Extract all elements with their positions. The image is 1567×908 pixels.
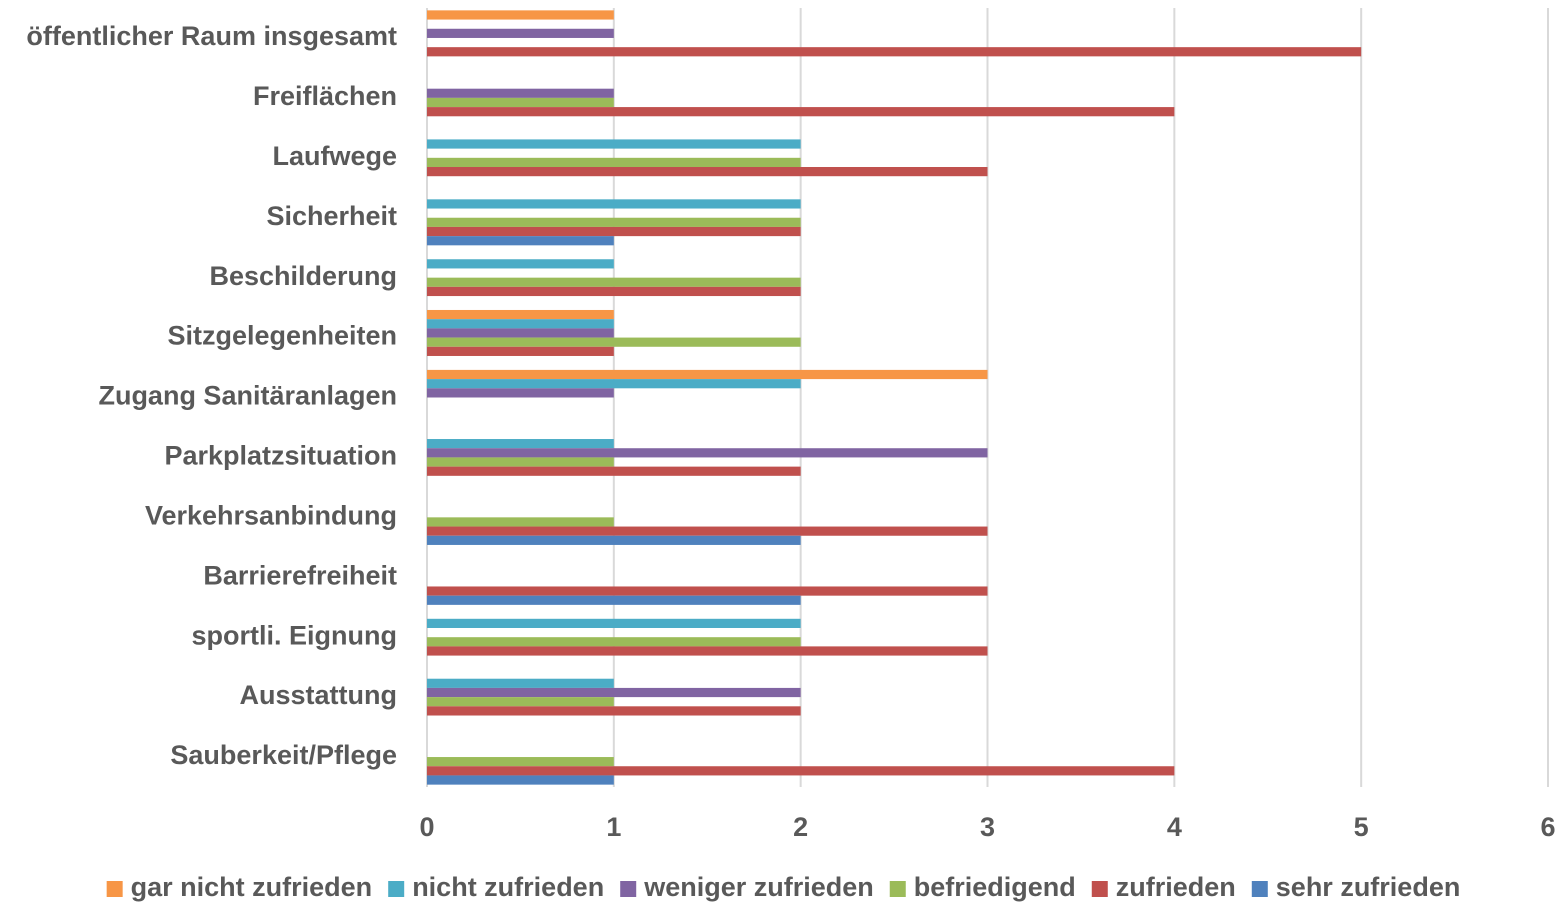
x-tick-label: 3 [980, 812, 995, 842]
legend-label: nicht zufrieden [412, 872, 604, 902]
bar-12-3 [427, 687, 801, 698]
legend-swatch [388, 881, 405, 897]
category-label: Sicherheit [266, 201, 397, 231]
x-tick-label: 2 [793, 812, 808, 842]
x-tick-label: 1 [606, 812, 621, 842]
bar-12-4 [427, 697, 614, 707]
bar-13-4 [427, 757, 614, 767]
gridlines [426, 8, 1549, 787]
bar-1-5 [427, 47, 1362, 57]
bar-3-4 [427, 157, 801, 168]
legend-label: weniger zufrieden [643, 872, 874, 902]
bar-8-4 [427, 457, 614, 467]
category-label: öffentlicher Raum insgesamt [26, 21, 397, 51]
bar-9-4 [427, 517, 614, 527]
legend: gar nicht zufrieden nicht zufrieden wenige… [106, 872, 1461, 902]
bar-8-2 [427, 439, 614, 449]
legend-item: weniger zufrieden [620, 872, 874, 902]
legend-label: sehr zufrieden [1276, 872, 1461, 902]
category-label: Ausstattung [240, 680, 398, 710]
legend-label: zufrieden [1116, 872, 1236, 902]
bar-6-3 [427, 328, 614, 338]
bar-9-5 [427, 526, 988, 536]
bar-5-5 [427, 286, 801, 297]
bar-5-2 [427, 259, 614, 269]
legend-item: gar nicht zufrieden [106, 872, 373, 902]
category-label: Zugang Sanitäranlagen [98, 381, 397, 411]
legend-swatch [1251, 881, 1268, 897]
legend-item: nicht zufrieden [388, 872, 604, 902]
legend-label: gar nicht zufrieden [131, 872, 373, 902]
bar-12-5 [427, 706, 801, 716]
category-label: Barrierefreiheit [203, 560, 397, 590]
bar-13-5 [427, 766, 1175, 776]
bar-6-1 [427, 309, 614, 320]
legend-swatch [620, 881, 637, 897]
category-label: Sitzgelegenheiten [167, 321, 397, 351]
bar-2-5 [427, 107, 1175, 117]
bar-4-2 [427, 199, 801, 209]
x-tick-label: 6 [1540, 812, 1555, 842]
category-label: Sauberkeit/Pflege [170, 740, 397, 770]
legend-swatch [106, 881, 123, 897]
bar-6-2 [427, 319, 614, 329]
bar-8-3 [427, 448, 988, 458]
category-label: sportli. Eignung [192, 620, 397, 650]
bar-6-5 [427, 346, 614, 356]
bar-7-1 [427, 369, 988, 380]
category-label: Freiflächen [253, 81, 397, 111]
bar-9-6 [427, 535, 801, 545]
bar-2-4 [427, 97, 614, 108]
bars [427, 10, 1362, 785]
bar-7-3 [427, 388, 614, 398]
bar-4-5 [427, 226, 801, 237]
legend-label: befriedigend [914, 872, 1076, 902]
x-tick-label: 0 [419, 812, 434, 842]
bar-10-6 [427, 595, 801, 605]
bar-11-4 [427, 637, 801, 647]
category-label: Beschilderung [209, 261, 397, 291]
bar-11-2 [427, 618, 801, 628]
bar-12-2 [427, 678, 614, 688]
category-labels: öffentlicher Raum insgesamt Freiflächen La… [26, 21, 397, 770]
bar-3-2 [427, 139, 801, 149]
x-tick-label: 5 [1354, 812, 1369, 842]
legend-swatch [1091, 881, 1108, 897]
category-label: Parkplatzsituation [164, 441, 397, 471]
x-tick-label: 4 [1167, 812, 1182, 842]
bar-6-4 [427, 337, 801, 347]
category-label: Laufwege [272, 141, 397, 171]
x-axis-tick-labels: 0 1 2 3 4 5 6 [419, 812, 1555, 842]
bar-4-4 [427, 217, 801, 227]
bar-4-6 [427, 236, 614, 246]
bar-5-4 [427, 277, 801, 287]
legend-item: sehr zufrieden [1251, 872, 1461, 902]
bar-2-3 [427, 88, 614, 98]
category-label: Verkehrsanbindung [145, 500, 397, 530]
bar-1-1 [427, 10, 614, 20]
legend-swatch [889, 881, 906, 897]
bar-1-3 [427, 28, 614, 38]
bar-7-2 [427, 379, 801, 389]
bar-10-5 [427, 586, 988, 596]
legend-item: zufrieden [1091, 872, 1236, 902]
bar-11-5 [427, 646, 988, 656]
legend-item: befriedigend [889, 872, 1076, 902]
bar-3-5 [427, 167, 988, 177]
bar-8-5 [427, 466, 801, 476]
bar-13-6 [427, 775, 614, 785]
